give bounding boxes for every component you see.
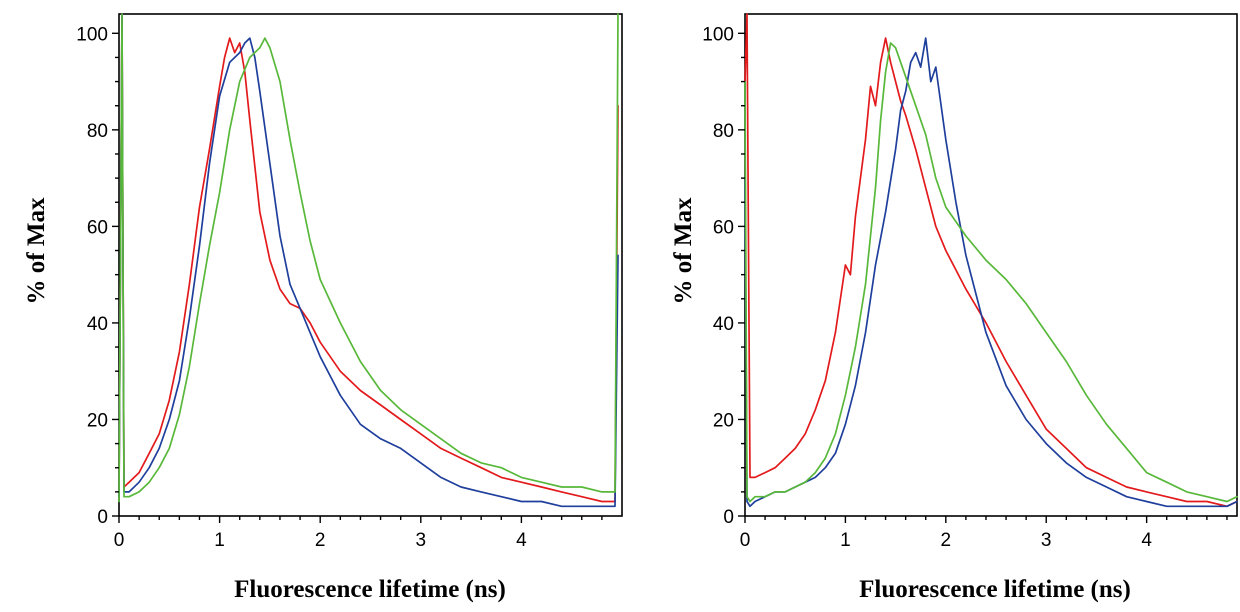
y-tick-label: 0 [723,507,734,528]
series-line-3 [118,13,619,503]
series-group [744,13,1238,508]
series-line-2 [744,37,1238,508]
x-axis-title: Fluorescence lifetime (ns) [859,576,1131,603]
x-tick-label: 4 [1141,530,1152,551]
x-axis-ticks: 0 1 2 3 4 [114,516,603,551]
series-group [118,13,619,508]
x-axis-title: Fluorescence lifetime (ns) [234,576,506,603]
y-tick-label: 100 [76,24,108,45]
y-axis-title: % of Max [23,197,50,304]
series-line-3 [744,42,1238,503]
y-tick-label: 40 [87,314,108,335]
y-tick-label: 100 [702,24,734,45]
chart-panel-right: 0 1 2 3 4 0 20 40 60 80 100 Fluorescence lifetime… [670,13,1238,603]
series-line-2 [118,13,619,508]
x-tick-label: 0 [740,530,751,551]
series-line-1 [744,13,1238,508]
plot-area-border [118,13,623,517]
chart-panel-left: 0 1 2 3 4 0 20 40 60 80 100 Fluorescence lifetime… [23,13,623,603]
y-tick-label: 0 [97,507,108,528]
x-tick-label: 1 [214,530,225,551]
y-axis-title: % of Max [670,197,697,304]
x-tick-label: 0 [114,530,125,551]
y-axis-ticks: 0 20 40 60 80 100 [702,24,745,528]
y-tick-label: 40 [713,314,734,335]
y-tick-label: 60 [713,217,734,238]
y-tick-label: 80 [713,121,734,142]
x-tick-label: 4 [516,530,527,551]
x-tick-label: 1 [840,530,851,551]
plot-frame [118,13,623,517]
y-axis-ticks: 0 20 40 60 80 100 [76,24,119,528]
y-tick-label: 20 [713,410,734,431]
series-line-1 [118,13,619,503]
x-tick-label: 2 [315,530,326,551]
x-tick-label: 2 [941,530,952,551]
x-tick-label: 3 [1041,530,1052,551]
y-tick-label: 60 [87,217,108,238]
x-axis-ticks: 0 1 2 3 4 [740,516,1228,551]
y-tick-label: 20 [87,410,108,431]
y-tick-label: 80 [87,121,108,142]
x-tick-label: 3 [416,530,427,551]
